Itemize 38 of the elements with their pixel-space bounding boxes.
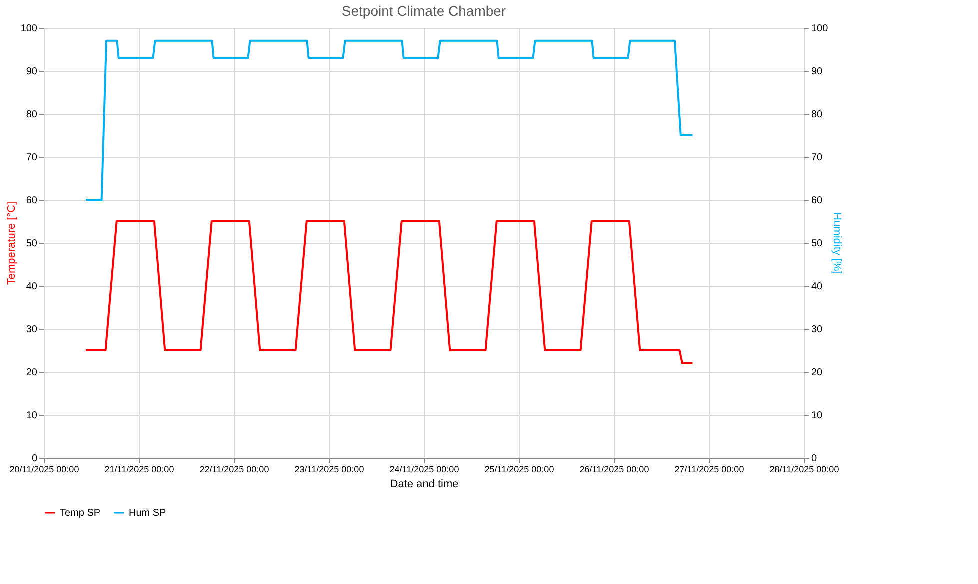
legend-label: Hum SP [129,508,167,519]
y2-tick-label: 30 [812,324,824,336]
y2-axis-title: Humidity [%] [831,212,844,274]
x-tick-label: 20/11/2025 00:00 [10,464,80,474]
y-tick-label: 0 [32,454,38,464]
y-tick-label: 50 [26,238,38,250]
x-tick-label: 27/11/2025 00:00 [674,464,744,474]
y-tick-label: 90 [26,66,38,78]
y2-tick-label: 70 [812,152,824,164]
y2-tick-label: 20 [812,368,824,378]
x-tick-label: 23/11/2025 00:00 [294,464,364,474]
x-tick-label: 26/11/2025 00:00 [580,464,650,474]
line-series [84,40,694,201]
y2-tick-label: 60 [812,196,824,206]
y2-tick-label: 90 [812,66,824,78]
x-axis-title: Date and time [390,478,459,490]
y2-tick-label: 100 [812,24,829,34]
y-tick-label: 100 [20,24,38,34]
y-tick-label: 70 [26,152,38,164]
y2-tick-label: 80 [812,110,824,120]
chart-title: Setpoint Climate Chamber [342,3,506,19]
y2-tick-label: 50 [812,238,824,250]
y-tick-label: 60 [26,196,38,206]
x-tick-label: 28/11/2025 00:00 [770,464,840,474]
x-tick-label: 22/11/2025 00:00 [200,464,270,474]
y-tick-label: 80 [26,110,38,120]
y-tick-label: 30 [26,324,38,336]
y2-tick-label: 10 [812,410,824,422]
legend-label: Temp SP [60,508,101,519]
x-tick-label: 24/11/2025 00:00 [390,464,460,474]
x-tick-label: 21/11/2025 00:00 [104,464,174,474]
y-tick-label: 20 [26,368,38,378]
y-tick-label: 40 [26,282,38,292]
y2-tick-label: 0 [812,454,818,464]
x-tick-label: 25/11/2025 00:00 [484,464,554,474]
y-tick-label: 10 [26,410,38,422]
y2-tick-label: 40 [812,282,824,292]
y-axis-title: Temperature [°C] [6,202,18,286]
